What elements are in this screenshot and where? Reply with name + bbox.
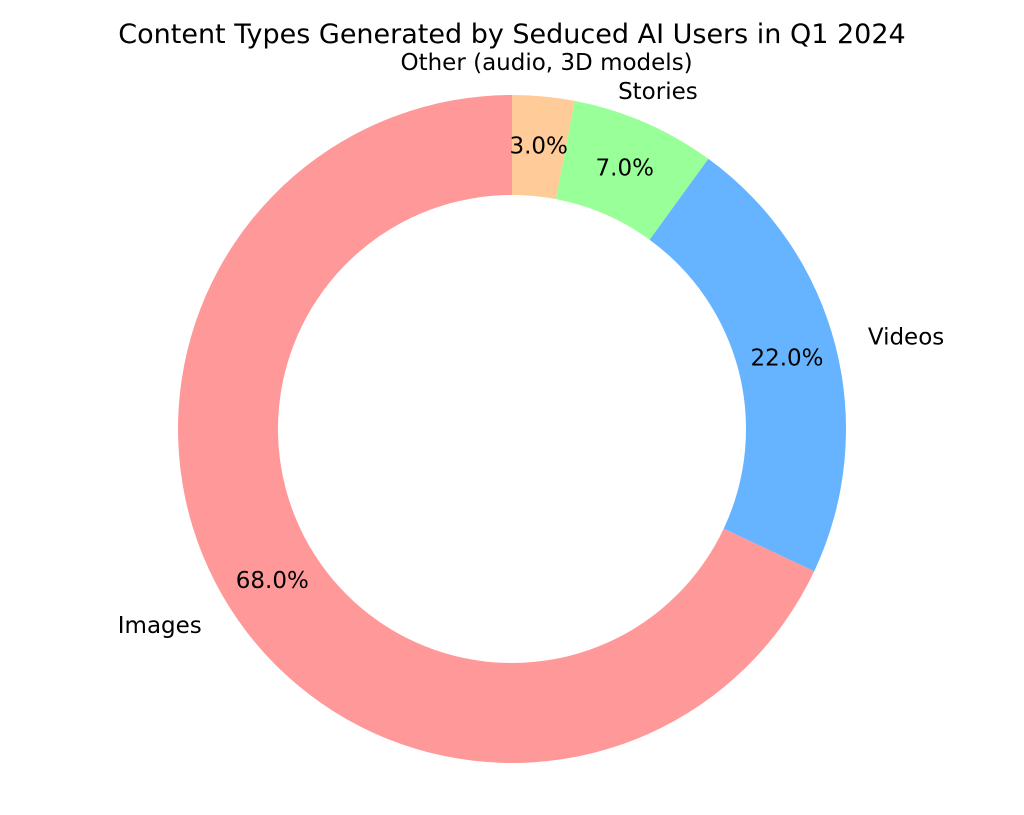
category-label: Stories [618,79,698,105]
percent-label: 22.0% [750,345,823,371]
category-label: Images [118,613,202,639]
slice-labels: 68.0% Images 22.0% Videos 7.0% Stories 3.0% Oth… [118,50,945,639]
category-label: Other (audio, 3D models) [400,50,692,76]
slice-images [178,95,815,763]
percent-label: 3.0% [509,133,567,159]
percent-label: 7.0% [596,155,654,181]
category-label: Videos [868,325,944,351]
donut-slices [178,95,846,763]
slice-stories [555,100,709,240]
percent-label: 68.0% [236,568,309,594]
slice-videos [649,158,846,572]
slice-other [512,95,575,200]
chart-title: Content Types Generated by Seduced AI Us… [118,19,905,50]
